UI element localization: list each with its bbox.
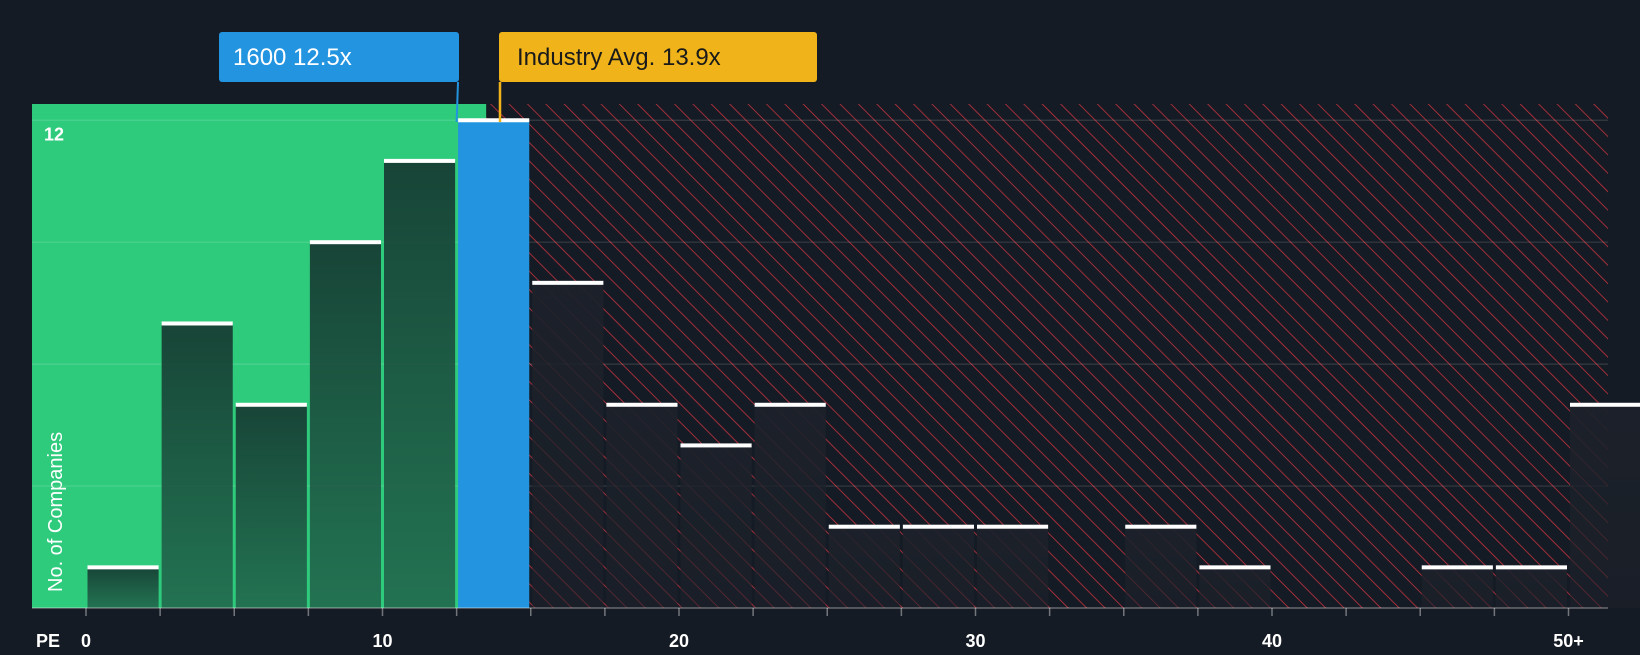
x-tick-label: 30	[965, 631, 985, 650]
histogram-bar	[532, 283, 603, 608]
bar-cap	[384, 159, 455, 163]
bar-cap	[162, 321, 233, 325]
histogram-bar	[1125, 527, 1196, 608]
histogram-bar	[681, 445, 752, 608]
histogram-bar	[162, 323, 233, 608]
x-tick-label: 20	[669, 631, 689, 650]
histogram-bar	[1199, 567, 1270, 608]
bar-cap	[236, 403, 307, 407]
company-callout-pointer	[457, 82, 458, 122]
bar-cap	[1422, 565, 1493, 569]
histogram-bar	[88, 567, 159, 608]
bar-cap	[458, 118, 529, 122]
bar-cap	[1570, 403, 1640, 407]
bar-cap	[606, 403, 677, 407]
histogram-bar	[1570, 405, 1640, 608]
company-bar	[458, 120, 529, 608]
x-tick-label: 10	[372, 631, 392, 650]
x-tick-label: 50+	[1553, 631, 1584, 650]
x-tick-label: 40	[1262, 631, 1282, 650]
bar-cap	[1125, 525, 1196, 529]
histogram-bar	[903, 527, 974, 608]
bar-cap	[903, 525, 974, 529]
bar-cap	[1496, 565, 1567, 569]
histogram-bar	[829, 527, 900, 608]
bar-cap	[755, 403, 826, 407]
bar-cap	[681, 443, 752, 447]
x-axis-label: PE	[36, 631, 60, 650]
y-tick-label: 12	[44, 124, 64, 144]
histogram-bar	[977, 527, 1048, 608]
bar-cap	[829, 525, 900, 529]
bar-cap	[88, 565, 159, 569]
bar-cap	[977, 525, 1048, 529]
histogram-bar	[384, 161, 455, 608]
histogram-bar	[310, 242, 381, 608]
histogram-bar	[1422, 567, 1493, 608]
bar-cap	[310, 240, 381, 244]
histogram-bar	[606, 405, 677, 608]
bar-cap	[532, 281, 603, 285]
y-axis-label: No. of Companies	[45, 432, 67, 592]
company-callout-label: 1600 12.5x	[233, 44, 352, 71]
bar-cap	[1199, 565, 1270, 569]
x-tick-label: 0	[81, 631, 91, 650]
histogram-bar	[236, 405, 307, 608]
histogram-bar	[755, 405, 826, 608]
histogram-bar	[1496, 567, 1567, 608]
industry-callout-label: Industry Avg. 13.9x	[517, 44, 721, 71]
